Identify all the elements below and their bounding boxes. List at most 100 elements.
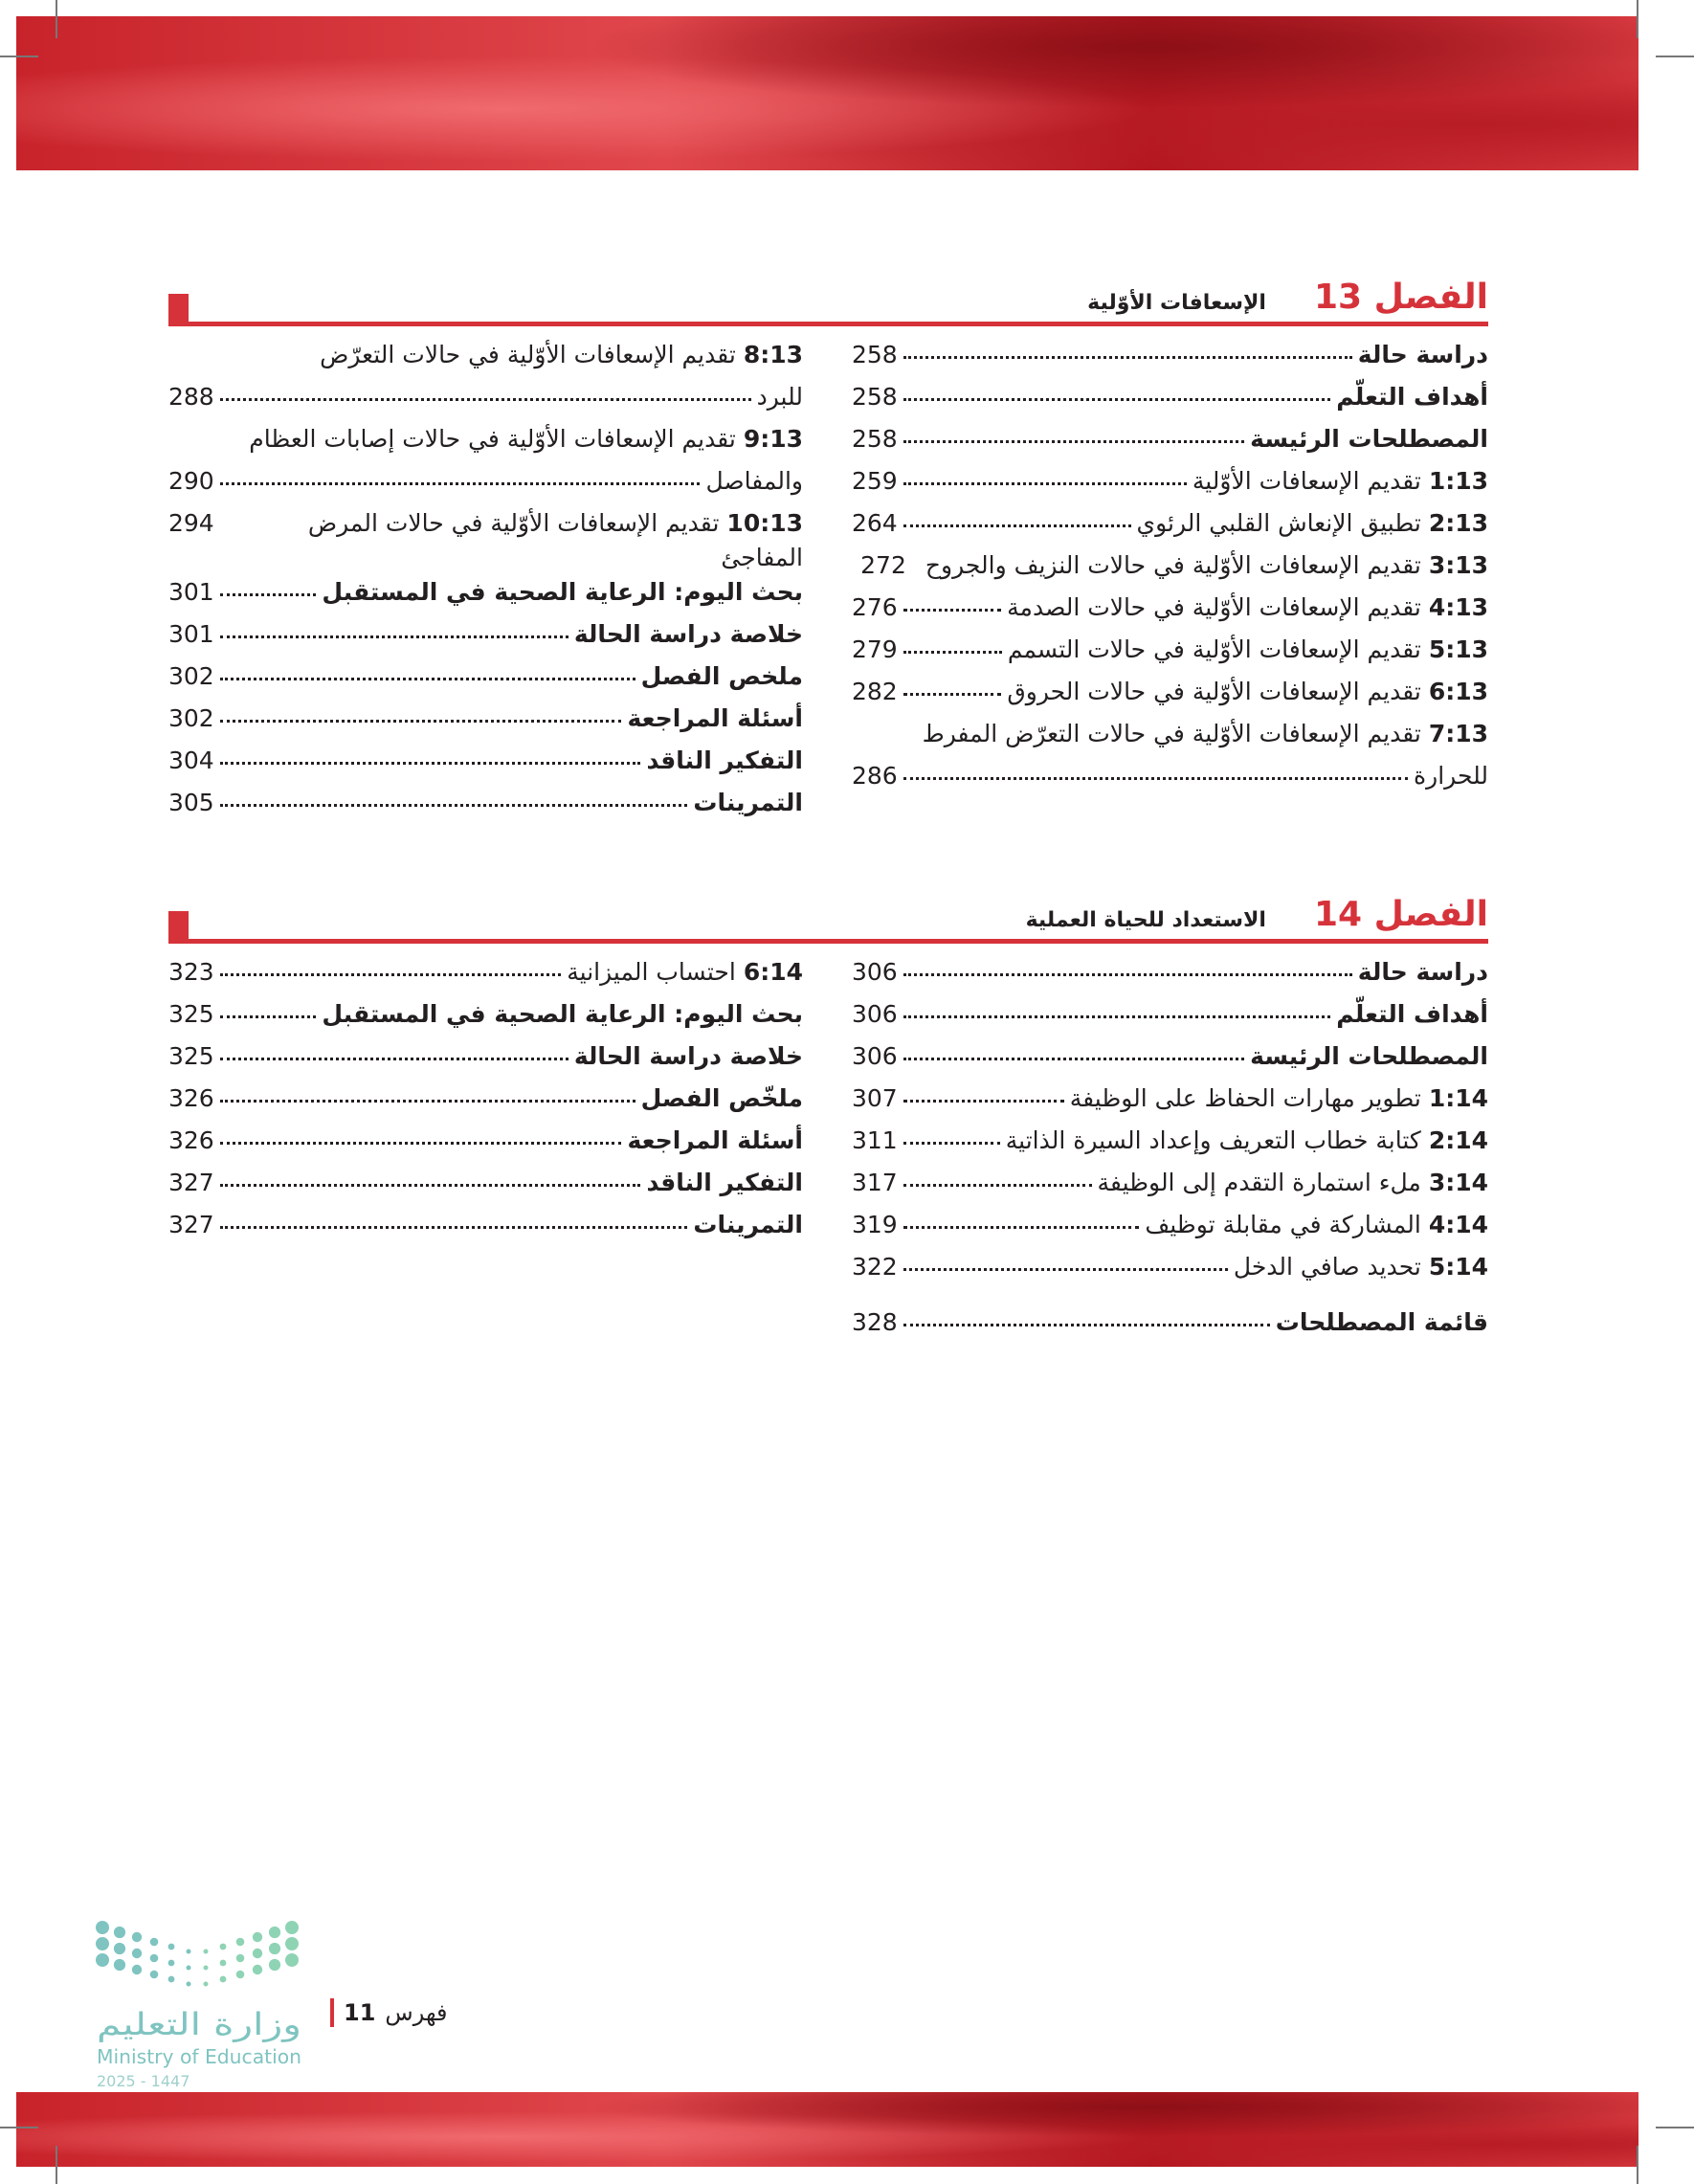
toc-entry[interactable]: خلاصة دراسة الحالة 325 xyxy=(168,1039,803,1081)
crop-mark xyxy=(56,2146,57,2184)
dot-leader xyxy=(219,398,751,401)
logo-dot xyxy=(252,1931,263,1943)
dot-leader xyxy=(219,1100,635,1103)
logo-dot xyxy=(113,1942,126,1955)
chapter-14-header: الفصل 14 الاستعداد للحياة العملية xyxy=(168,895,1488,944)
entry-number: 5:13 xyxy=(1428,635,1488,663)
dot-leader xyxy=(219,593,317,596)
entry-body: 2:14كتابة خطاب التعريف وإعداد السيرة الذ… xyxy=(1006,1124,1488,1158)
glossary-entry[interactable]: قائمة المصطلحات 328 xyxy=(852,1305,1488,1348)
entry-body: 4:14 المشاركة في مقابلة توظيف xyxy=(1145,1208,1488,1242)
logo-dot xyxy=(96,1937,109,1950)
toc-entry[interactable]: 5:14تحديد صافي الدخل 322 xyxy=(852,1250,1488,1292)
logo-english: Ministry of Education xyxy=(97,2045,301,2068)
toc-entry[interactable]: 4:14 المشاركة في مقابلة توظيف 319 xyxy=(852,1208,1488,1250)
toc-entry[interactable]: أهداف التعلّم 258 xyxy=(852,380,1488,422)
toc-entry[interactable]: 4:13تقديم الإسعافات الأوّلية في حالات ال… xyxy=(852,591,1488,633)
toc-entry[interactable]: بحث اليوم: الرعاية الصحية في المستقبل 301 xyxy=(168,575,803,617)
toc-entry[interactable]: التفكير الناقد 304 xyxy=(168,744,803,786)
logo-dot xyxy=(96,1921,109,1934)
entry-body: 7:13 تقديم الإسعافات الأوّلية في حالات ال… xyxy=(923,717,1488,751)
entry-number: 3:13 xyxy=(1428,551,1488,579)
entry-page: 305 xyxy=(168,789,214,816)
toc-entry[interactable]: ملخّص الفصل 326 xyxy=(168,1081,803,1124)
dot-leader xyxy=(219,1015,317,1018)
toc-entry[interactable]: التمرينات 305 xyxy=(168,786,803,828)
toc-entry[interactable]: للحرارة 286 xyxy=(852,759,1488,801)
crop-mark xyxy=(0,56,38,57)
chapter-label: الفصل 14 xyxy=(1313,895,1488,934)
logo-dot xyxy=(113,1926,126,1939)
entry-page: 258 xyxy=(852,341,898,368)
logo-arabic: وزارة التعليم xyxy=(97,2006,301,2042)
dot-leader xyxy=(903,1100,1064,1103)
entry-title: تقديم الإسعافات الأوّلية xyxy=(1192,467,1421,495)
toc-entry[interactable]: المصطلحات الرئيسة 258 xyxy=(852,422,1488,464)
toc-entry[interactable]: 6:14احتساب الميزانية 323 xyxy=(168,955,803,997)
toc-entry[interactable]: 1:13تقديم الإسعافات الأوّلية 259 xyxy=(852,464,1488,506)
dot-leader xyxy=(903,482,1187,485)
toc-content: الفصل 13 الإسعافات الأوّلية دراسة حالة 25… xyxy=(168,278,1488,1348)
entry-page: 288 xyxy=(168,383,214,411)
toc-entry[interactable]: التمرينات 327 xyxy=(168,1208,803,1250)
toc-entry[interactable]: أسئلة المراجعة 302 xyxy=(168,702,803,744)
entry-body: 4:13تقديم الإسعافات الأوّلية في حالات ال… xyxy=(1007,591,1488,625)
top-banner xyxy=(16,16,1638,170)
toc-entry[interactable]: دراسة حالة 306 xyxy=(852,955,1488,997)
toc-entry[interactable]: أسئلة المراجعة 326 xyxy=(168,1124,803,1166)
entry-page: 323 xyxy=(168,958,214,986)
entry-body: بحث اليوم: الرعاية الصحية في المستقبل xyxy=(322,997,803,1032)
dot-leader xyxy=(219,1184,641,1187)
logo-dot xyxy=(203,1949,209,1954)
entry-body: 6:13 تقديم الإسعافات الأوّلية في حالات ال… xyxy=(1007,675,1488,709)
logo-dot xyxy=(235,1937,245,1947)
crop-mark xyxy=(1637,2146,1638,2184)
toc-entry[interactable]: التفكير الناقد 327 xyxy=(168,1166,803,1208)
entry-title: أسئلة المراجعة xyxy=(627,1126,803,1154)
entry-page: 325 xyxy=(168,1042,214,1070)
entry-body: أسئلة المراجعة xyxy=(627,702,803,736)
page-folio: 11 فهرس xyxy=(330,1998,447,2027)
toc-entry[interactable]: 9:13تقديم الإسعافات الأوّلية في حالات إص… xyxy=(168,422,803,464)
entry-title: تقديم الإسعافات الأوّلية في حالات الحروق xyxy=(1007,678,1421,705)
logo-dot xyxy=(285,1921,299,1934)
entry-body: 6:14احتساب الميزانية xyxy=(567,955,803,990)
entry-title: تحديد صافي الدخل xyxy=(1233,1253,1421,1281)
toc-entry[interactable]: 3:14 ملء استمارة التقدم إلى الوظيفة 317 xyxy=(852,1166,1488,1208)
dot-leader xyxy=(903,398,1331,401)
chapter-title: الاستعداد للحياة العملية xyxy=(1025,908,1266,932)
toc-entry[interactable]: 2:13تطبيق الإنعاش القلبي الرئوي 264 xyxy=(852,506,1488,548)
entry-page: 286 xyxy=(852,762,898,790)
logo-dot xyxy=(186,1949,191,1954)
toc-entry[interactable]: دراسة حالة 258 xyxy=(852,338,1488,380)
toc-entry[interactable]: خلاصة دراسة الحالة 301 xyxy=(168,617,803,659)
toc-entry[interactable]: ملخص الفصل 302 xyxy=(168,659,803,702)
toc-entry[interactable]: 3:13تقديم الإسعافات الأوّلية في حالات ال… xyxy=(852,548,1488,591)
entry-page: 279 xyxy=(852,635,898,663)
toc-entry[interactable]: 8:13 تقديم الإسعافات الأوّلية في حالات ال… xyxy=(168,338,803,380)
toc-entry[interactable]: 2:14كتابة خطاب التعريف وإعداد السيرة الذ… xyxy=(852,1124,1488,1166)
chapter-13-columns: دراسة حالة 258 أهداف التعلّم 258 المصطلحات ا… xyxy=(168,338,1488,828)
entry-body: 8:13 تقديم الإسعافات الأوّلية في حالات ال… xyxy=(320,338,803,372)
toc-entry[interactable]: والمفاصل 290 xyxy=(168,464,803,506)
toc-entry[interactable]: 5:13تقديم الإسعافات الأوّلية في حالات ال… xyxy=(852,633,1488,675)
toc-entry[interactable]: 1:14تطوير مهارات الحفاظ على الوظيفة 307 xyxy=(852,1081,1488,1124)
toc-entry[interactable]: للبرد 288 xyxy=(168,380,803,422)
toc-entry[interactable]: 10:13تقديم الإسعافات الأوّلية في حالات ا… xyxy=(168,506,803,575)
dot-leader xyxy=(903,1058,1245,1060)
entry-page: 276 xyxy=(852,593,898,621)
entry-page: 306 xyxy=(852,1000,898,1028)
entry-page: 294 xyxy=(168,509,214,537)
entry-body: المصطلحات الرئيسة xyxy=(1250,1039,1488,1074)
entry-body: 5:13تقديم الإسعافات الأوّلية في حالات ال… xyxy=(1008,633,1488,667)
toc-entry[interactable]: أهداف التعلّم 306 xyxy=(852,997,1488,1039)
entry-body: 1:14تطوير مهارات الحفاظ على الوظيفة xyxy=(1070,1081,1488,1116)
toc-entry[interactable]: المصطلحات الرئيسة 306 xyxy=(852,1039,1488,1081)
entry-number: 5:14 xyxy=(1428,1253,1488,1281)
logo-dot xyxy=(219,1959,227,1967)
toc-entry[interactable]: 7:13 تقديم الإسعافات الأوّلية في حالات ال… xyxy=(852,717,1488,759)
logo-dot xyxy=(131,1931,143,1943)
entry-page: 258 xyxy=(852,383,898,411)
toc-entry[interactable]: بحث اليوم: الرعاية الصحية في المستقبل 325 xyxy=(168,997,803,1039)
toc-entry[interactable]: 6:13 تقديم الإسعافات الأوّلية في حالات ال… xyxy=(852,675,1488,717)
